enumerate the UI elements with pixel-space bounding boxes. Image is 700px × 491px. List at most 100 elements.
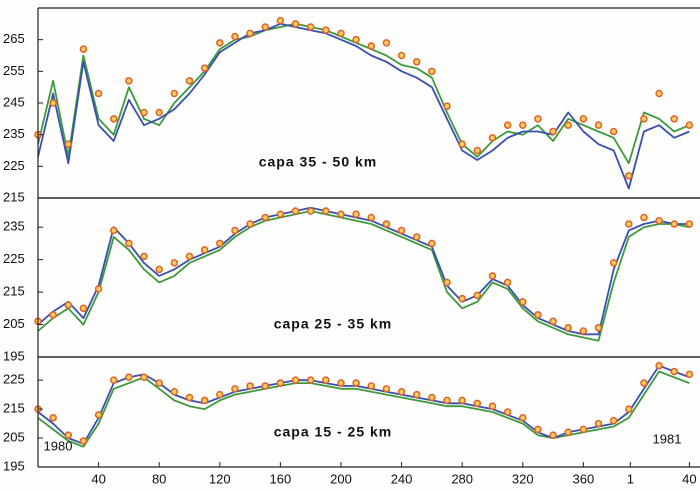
data-point <box>594 419 603 428</box>
data-point <box>64 301 73 309</box>
y-tick-label: 265 <box>3 31 25 46</box>
x-tick-label: 1 <box>627 471 634 486</box>
data-point <box>246 382 254 390</box>
x-tick-label: 160 <box>270 471 292 486</box>
data-point <box>79 304 88 313</box>
data-point <box>625 220 633 228</box>
data-point <box>276 16 285 25</box>
data-point <box>670 220 678 228</box>
data-line <box>37 210 690 342</box>
data-point <box>64 140 73 148</box>
data-point <box>473 291 482 300</box>
x-tick-label: 80 <box>152 471 166 486</box>
data-point <box>109 115 118 123</box>
data-point <box>382 220 391 228</box>
data-point <box>49 311 57 319</box>
data-point <box>488 272 497 280</box>
data-line <box>37 22 690 190</box>
data-point <box>322 376 330 384</box>
data-point <box>337 210 345 218</box>
data-point <box>428 393 436 402</box>
data-point <box>503 408 512 416</box>
data-point <box>49 414 57 422</box>
data-point <box>306 207 315 215</box>
data-point <box>397 387 406 396</box>
data-point <box>443 396 451 405</box>
x-tick-label: 40 <box>91 471 105 486</box>
data-point <box>155 108 163 117</box>
data-point <box>579 327 588 335</box>
x-tick-label: 360 <box>573 471 595 486</box>
data-point <box>412 58 421 66</box>
data-point <box>564 324 572 332</box>
data-point <box>549 127 557 136</box>
data-point <box>79 45 88 53</box>
data-point <box>200 64 209 72</box>
data-point <box>579 425 588 434</box>
data-point <box>246 220 254 228</box>
data-point <box>670 367 678 376</box>
data-point <box>276 379 285 387</box>
data-point <box>458 294 466 303</box>
y-tick-label: 205 <box>3 316 25 331</box>
x-tick-label: 120 <box>209 471 231 486</box>
data-point <box>534 311 542 319</box>
data-point <box>352 379 360 387</box>
data-point <box>170 89 179 98</box>
data-point <box>655 89 663 98</box>
data-point <box>200 396 209 405</box>
data-point <box>261 213 269 222</box>
data-point <box>231 32 239 41</box>
data-point <box>125 373 133 382</box>
data-point <box>185 252 194 261</box>
data-point <box>306 23 315 31</box>
data-point <box>367 382 376 390</box>
data-point <box>458 140 466 148</box>
data-point <box>185 77 194 85</box>
data-point <box>640 213 648 222</box>
data-point <box>488 134 497 142</box>
y-tick-label: 215 <box>3 284 25 299</box>
data-point <box>337 379 345 387</box>
data-point <box>140 252 148 261</box>
data-point <box>412 390 421 399</box>
data-point <box>594 121 603 129</box>
data-point <box>140 373 148 382</box>
y-tick-label: 235 <box>3 126 25 141</box>
data-point <box>276 210 285 218</box>
x-tick-label: 200 <box>330 471 352 486</box>
data-point <box>640 379 648 387</box>
data-point <box>685 370 694 379</box>
data-point <box>185 393 194 402</box>
data-point <box>519 121 527 129</box>
data-point <box>397 51 406 60</box>
data-point <box>609 127 618 136</box>
data-point <box>291 20 300 28</box>
data-point <box>216 239 224 248</box>
panel-label: capa 15 - 25 km <box>274 424 393 440</box>
data-point <box>216 39 224 47</box>
data-point <box>625 172 633 180</box>
data-point <box>94 411 103 419</box>
data-point <box>216 390 224 399</box>
data-point <box>200 246 209 254</box>
data-point <box>382 385 391 393</box>
data-point <box>170 387 179 396</box>
data-point <box>382 39 391 47</box>
data-point <box>337 29 345 38</box>
data-point <box>367 213 376 222</box>
data-point <box>458 396 466 405</box>
data-line <box>37 22 690 165</box>
data-point <box>625 405 633 413</box>
data-point <box>519 414 527 422</box>
data-point <box>352 210 360 218</box>
data-point <box>367 42 376 50</box>
data-point <box>291 207 300 215</box>
data-point <box>564 428 572 437</box>
data-point <box>155 379 163 387</box>
data-point <box>443 278 451 287</box>
data-point <box>64 431 73 439</box>
data-point <box>655 361 663 370</box>
